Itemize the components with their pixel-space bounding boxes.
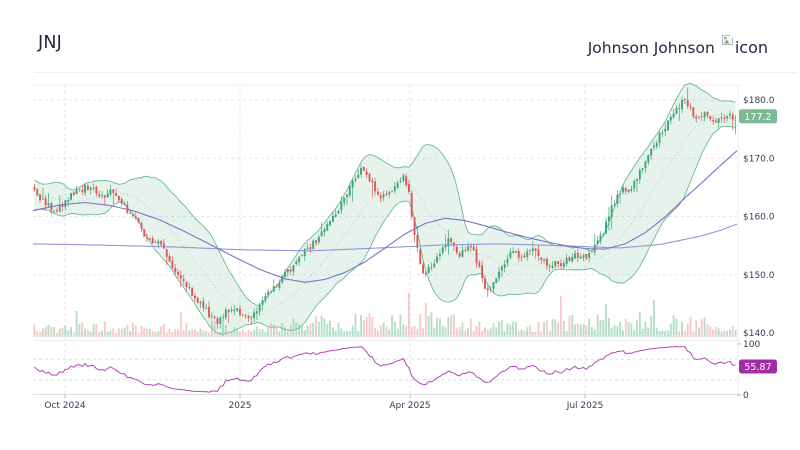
rsi-pane [33, 340, 740, 393]
card-top-border [34, 72, 796, 73]
last-price-badge: 177.2 [739, 109, 777, 124]
candlesticks [33, 87, 737, 329]
svg-text:Apr 2025: Apr 2025 [389, 401, 430, 411]
svg-text:$150.0: $150.0 [743, 271, 775, 281]
rsi-line [34, 345, 736, 393]
svg-text:Jul 2025: Jul 2025 [566, 401, 604, 411]
axes [33, 85, 741, 399]
svg-text:55.87: 55.87 [744, 362, 771, 373]
svg-text:$140.0: $140.0 [743, 329, 775, 339]
moving-averages [32, 150, 738, 283]
svg-text:0: 0 [743, 391, 749, 401]
company-name: Johnson Johnson [587, 39, 715, 57]
svg-text:$160.0: $160.0 [743, 213, 775, 223]
svg-text:100: 100 [743, 340, 760, 350]
svg-text:2025: 2025 [229, 401, 252, 411]
rsi-value-badge: 55.87 [739, 359, 777, 374]
svg-text:Oct 2024: Oct 2024 [44, 401, 86, 411]
company-row: Johnson Johnson icon [587, 34, 768, 57]
symbol-title: JNJ [38, 33, 63, 53]
company-logo-broken-image: icon [721, 34, 768, 57]
chart-header: JNJ Johnson Johnson icon [0, 0, 800, 73]
logo-alt-text: icon [734, 38, 768, 57]
sma50-line [32, 150, 738, 283]
broken-image-icon [721, 34, 734, 45]
grid-lines [33, 84, 740, 395]
volume-bars [33, 293, 737, 337]
svg-text:177.2: 177.2 [744, 112, 771, 123]
svg-text:$180.0: $180.0 [743, 96, 775, 106]
svg-text:$170.0: $170.0 [743, 154, 775, 164]
bollinger-band [34, 82, 736, 335]
axis-labels: Oct 2024 2025 Apr 2025 Jul 2025 $180.0 $170.0… [44, 96, 774, 411]
value-badges: 177.2 55.87 [739, 109, 777, 374]
